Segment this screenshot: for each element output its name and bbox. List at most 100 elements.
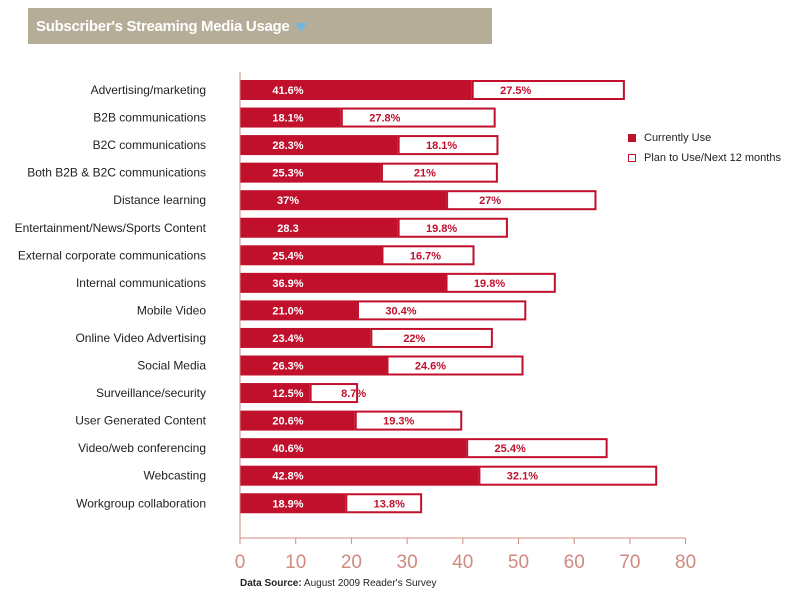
data-label-currently-use: 20.6% [272, 416, 303, 428]
category-label: Social Media [137, 359, 206, 373]
data-label-plan-to-use: 27.5% [500, 85, 531, 97]
data-label-currently-use: 18.1% [272, 113, 303, 125]
bar-currently-use [240, 383, 310, 404]
x-tick-label: 30 [397, 552, 418, 573]
category-label: B2B communications [93, 111, 206, 125]
x-tick-label: 40 [452, 552, 473, 573]
bar-plan-to-use [381, 245, 475, 266]
legend-item-plan: Plan to Use/Next 12 months [628, 148, 781, 168]
data-label-plan-to-use: 22% [403, 333, 425, 345]
data-label-plan-to-use: 8.7% [341, 388, 366, 400]
category-label: Video/web conferencing [78, 441, 206, 455]
x-tick-label: 60 [564, 552, 585, 573]
legend-item-current: Currently Use [628, 128, 781, 148]
data-label-currently-use: 25.3% [272, 168, 303, 180]
chart-title: Subscriber's Streaming Media Usage [36, 17, 290, 35]
data-label-currently-use: 18.9% [272, 498, 303, 510]
data-label-currently-use: 28.3% [272, 140, 303, 152]
bar-currently-use [240, 190, 447, 211]
data-label-plan-to-use: 32.1% [507, 471, 538, 483]
data-source-label: Data Source: [240, 578, 302, 589]
bar-currently-use [240, 300, 357, 321]
data-label-currently-use: 25.4% [272, 250, 303, 262]
data-label-currently-use: 40.6% [272, 443, 303, 455]
category-label: Advertising/marketing [91, 83, 206, 97]
bar-plan-to-use [340, 107, 496, 128]
dropdown-triangle-icon [295, 22, 308, 32]
bar-currently-use [240, 217, 398, 238]
bar-plan-to-use [471, 80, 625, 100]
category-label: Webcasting [144, 469, 206, 483]
data-label-currently-use: 41.6% [272, 85, 303, 97]
data-label-plan-to-use: 27% [479, 195, 501, 207]
bar-plan-to-use [345, 493, 423, 514]
data-label-plan-to-use: 18.1% [426, 140, 457, 152]
bar-plan-to-use [466, 438, 608, 459]
bar-plan-to-use [354, 410, 463, 431]
data-label-currently-use: 36.9% [272, 278, 303, 290]
chart-title-bar: Subscriber's Streaming Media Usage [28, 8, 492, 44]
bar-plan-to-use [380, 162, 498, 183]
legend-label-plan: Plan to Use/Next 12 months [644, 152, 781, 164]
bar-plan-to-use [445, 272, 556, 293]
data-label-plan-to-use: 24.6% [415, 361, 446, 373]
bar-currently-use [240, 135, 398, 156]
data-label-plan-to-use: 16.7% [410, 250, 441, 262]
bar-currently-use [240, 245, 382, 266]
data-label-plan-to-use: 27.8% [369, 113, 400, 125]
x-tick-label: 70 [619, 552, 640, 573]
x-tick-label: 10 [285, 552, 306, 573]
legend: Currently Use Plan to Use/Next 12 months [628, 128, 781, 168]
bar-plan-to-use [370, 327, 493, 348]
category-label: External corporate communications [18, 248, 206, 262]
data-label-plan-to-use: 25.4% [495, 443, 526, 455]
bar-plan-to-use [446, 190, 597, 211]
data-label-currently-use: 12.5% [272, 388, 303, 400]
bar-plan-to-use [478, 465, 658, 486]
data-label-plan-to-use: 19.8% [474, 278, 505, 290]
bar-currently-use [240, 410, 355, 431]
category-label: Entertainment/News/Sports Content [15, 221, 207, 235]
category-label: Mobile Video [137, 303, 206, 317]
bar-plan-to-use [356, 300, 527, 321]
category-label: Surveillance/security [96, 386, 206, 400]
category-label: Internal communications [76, 276, 206, 290]
data-label-plan-to-use: 21% [414, 168, 436, 180]
x-tick-label: 80 [675, 552, 696, 573]
data-label-currently-use: 28.3 [277, 223, 298, 235]
data-label-currently-use: 42.8% [272, 471, 303, 483]
legend-label-current: Currently Use [644, 132, 712, 144]
data-label-currently-use: 37% [277, 195, 299, 207]
bar-currently-use [240, 162, 381, 183]
x-tick-label: 0 [235, 552, 246, 573]
bar-plan-to-use [397, 217, 508, 238]
data-label-plan-to-use: 19.3% [383, 416, 414, 428]
bar-currently-use [240, 438, 467, 459]
category-label: B2C communications [93, 138, 206, 152]
data-source-text: August 2009 Reader's Survey [303, 578, 437, 589]
x-tick-label: 20 [341, 552, 362, 573]
data-label-plan-to-use: 19.8% [426, 223, 457, 235]
category-label: Workgroup collaboration [76, 496, 206, 510]
bar-plan-to-use [309, 383, 359, 404]
category-label: Both B2B & B2C communications [27, 166, 206, 180]
data-label-currently-use: 21.0% [272, 305, 303, 317]
data-source: Data Source: August 2009 Reader's Survey [240, 578, 436, 589]
bar-currently-use [240, 107, 341, 128]
legend-swatch-current [628, 134, 636, 142]
bar-plan-to-use [397, 135, 499, 156]
bar-currently-use [240, 272, 446, 293]
x-tick-label: 50 [508, 552, 529, 573]
data-label-currently-use: 23.4% [272, 333, 303, 345]
category-label: User Generated Content [75, 414, 206, 428]
legend-swatch-plan [628, 154, 636, 162]
category-label: Distance learning [113, 193, 206, 207]
bar-currently-use [240, 355, 387, 376]
data-label-currently-use: 26.3% [272, 361, 303, 373]
data-label-plan-to-use: 13.8% [374, 498, 405, 510]
bar-currently-use [240, 493, 346, 514]
bar-currently-use [240, 80, 472, 100]
bar-currently-use [240, 327, 371, 348]
bar-currently-use [240, 465, 479, 486]
